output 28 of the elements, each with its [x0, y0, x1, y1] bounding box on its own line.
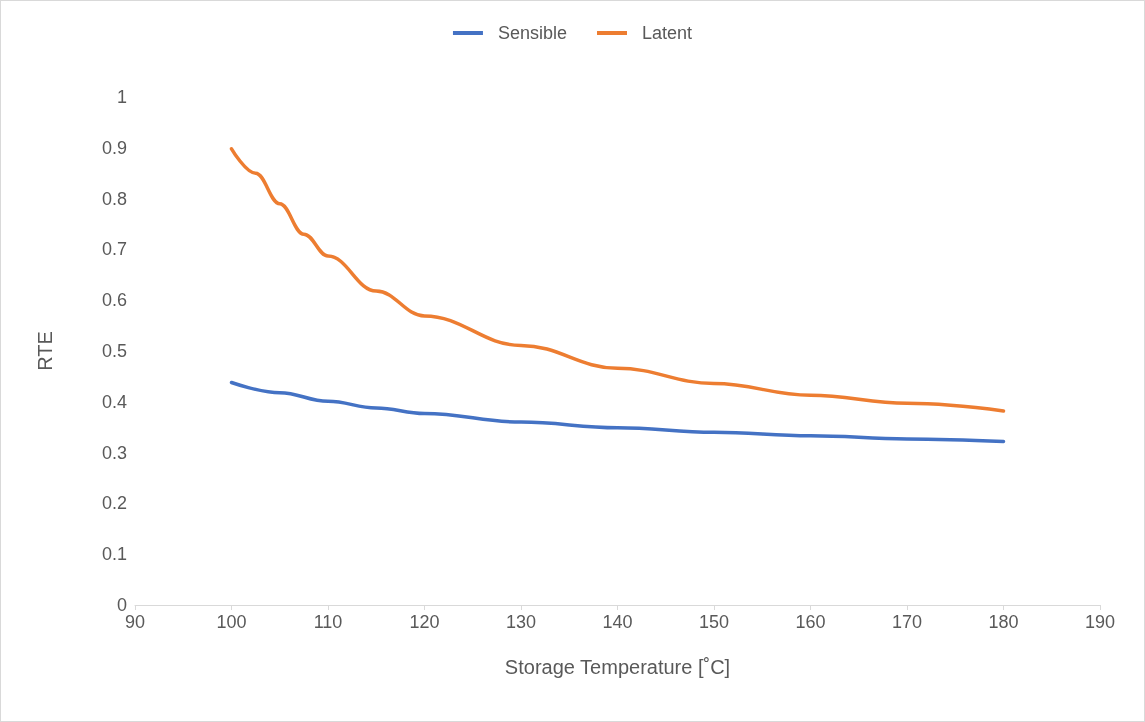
x-tick-label: 150 [698, 612, 730, 632]
y-tick-label: 1 [116, 87, 127, 107]
y-tick-label: 0.8 [101, 188, 127, 209]
y-tick-label: 0.9 [101, 137, 127, 158]
x-tick-label: 130 [505, 612, 537, 632]
x-tick-label: 100 [216, 612, 247, 632]
line-series [229, 147, 1006, 413]
x-tick-label: 90 [124, 612, 146, 632]
x-tick-label: 120 [409, 612, 440, 632]
x-tick-label: 190 [1084, 612, 1116, 632]
y-tick-label: 0.7 [101, 239, 127, 260]
legend-label: Latent [642, 23, 693, 43]
x-tick-label: 140 [602, 612, 633, 632]
x-tick-label: 180 [988, 612, 1019, 632]
y-tick-label: 0.3 [101, 442, 127, 463]
y-tick-label: 0.2 [101, 493, 127, 514]
x-tick-label: 160 [795, 612, 826, 632]
y-tick-label: 0 [116, 595, 127, 615]
y-tick-label: 0.6 [101, 290, 127, 311]
legend-label: Sensible [497, 23, 567, 43]
line-series [229, 380, 1006, 444]
y-tick-label: 0.4 [101, 391, 127, 412]
y-tick-label: 0.5 [101, 341, 127, 361]
y-tick-label: 0.1 [101, 544, 127, 565]
x-tick-label: 170 [891, 612, 923, 632]
y-axis-title: RTE [34, 331, 56, 371]
x-axis-title: Storage Temperature [˚C] [504, 656, 731, 678]
x-tick-label: 110 [313, 612, 343, 632]
